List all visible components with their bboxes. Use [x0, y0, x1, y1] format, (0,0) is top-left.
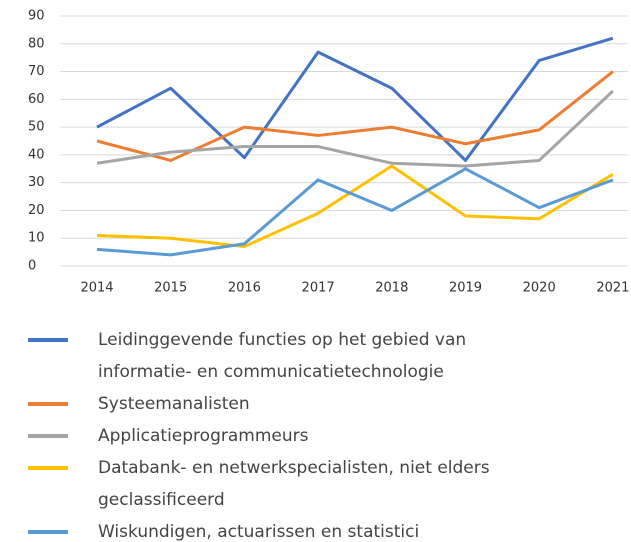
legend-label: Leidinggevende functies op het gebied va… — [98, 330, 467, 382]
x-tick-label: 2018 — [375, 281, 408, 296]
legend-item: Wiskundigen, actuarissen en statistici — [0, 516, 518, 542]
legend-swatch — [28, 338, 68, 342]
y-tick-label: 10 — [28, 231, 45, 246]
legend-item: Databank- en netwerkspecialisten, niet e… — [0, 452, 518, 516]
x-tick-label: 2015 — [154, 281, 187, 296]
y-tick-label: 30 — [28, 175, 45, 190]
y-tick-label: 40 — [28, 147, 45, 162]
series-line — [96, 70, 614, 162]
y-tick-label: 50 — [28, 120, 45, 135]
series-line — [96, 36, 614, 162]
legend: Leidinggevende functies op het gebied va… — [0, 324, 631, 542]
series-line — [96, 167, 614, 257]
x-tick-label: 2020 — [523, 281, 556, 296]
legend-label: Applicatieprogrammeurs — [98, 426, 309, 446]
series-line — [96, 164, 614, 249]
legend-label: Wiskundigen, actuarissen en statistici — [98, 522, 420, 542]
y-tick-label: 20 — [28, 203, 45, 218]
series-line — [96, 89, 614, 168]
y-tick-label: 60 — [28, 92, 45, 107]
legend-item: Leidinggevende functies op het gebied va… — [0, 324, 518, 388]
y-tick-label: 70 — [28, 64, 45, 79]
legend-label: Databank- en netwerkspecialisten, niet e… — [98, 458, 490, 510]
y-tick-label: 80 — [28, 36, 45, 51]
legend-swatch — [28, 466, 68, 470]
y-tick-label: 90 — [28, 9, 45, 24]
chart: 0 10 20 30 40 50 60 70 80 90 2014 2015 2016 2017 2018 2… — [28, 9, 629, 296]
legend-item: Systeemanalisten — [0, 388, 518, 420]
x-tick-label: 2014 — [80, 281, 113, 296]
legend-swatch — [28, 434, 68, 438]
legend-swatch — [28, 530, 68, 534]
legend-swatch — [28, 402, 68, 406]
x-tick-label: 2021 — [596, 281, 629, 296]
y-tick-label: 0 — [28, 259, 36, 274]
x-tick-label: 2016 — [228, 281, 261, 296]
x-tick-label: 2019 — [449, 281, 482, 296]
legend-label: Systeemanalisten — [98, 394, 250, 414]
legend-item: Applicatieprogrammeurs — [0, 420, 518, 452]
x-tick-label: 2017 — [302, 281, 335, 296]
